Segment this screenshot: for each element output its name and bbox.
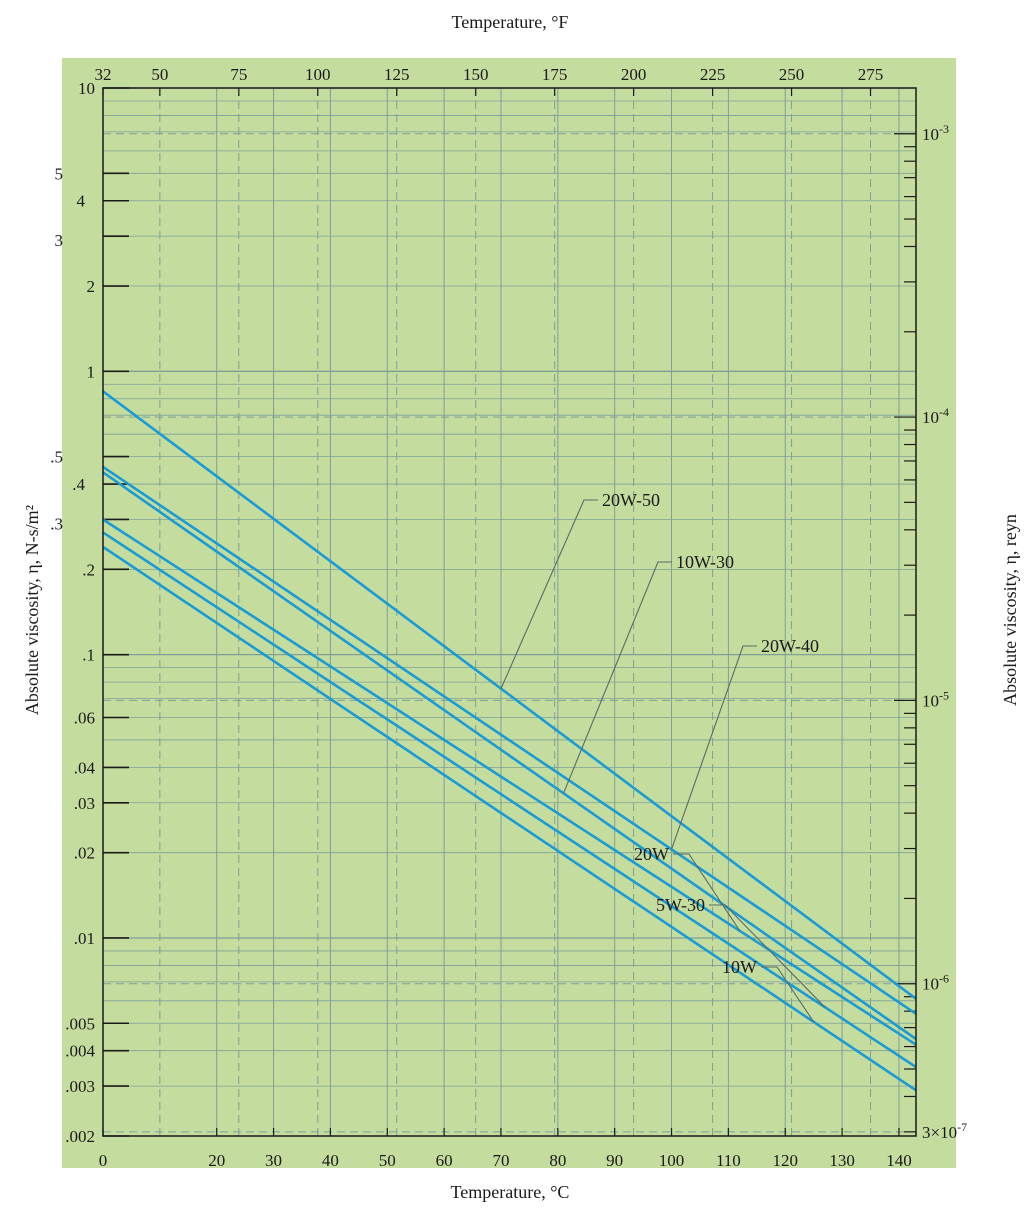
y2-tick-label: 10-4	[922, 405, 949, 427]
y-tick-label: .2	[82, 560, 95, 579]
y-tick-label: .03	[74, 794, 95, 813]
y2-tick-label: 10-5	[922, 688, 949, 710]
series-label-5w-30: 5W-30	[656, 895, 705, 915]
x2-tick-label: 50	[151, 65, 168, 84]
y-tick-label: 1	[87, 362, 96, 381]
series-line-20w-40	[102, 465, 917, 1015]
chart-background	[62, 58, 956, 1168]
y-tick-label: .002	[65, 1127, 95, 1146]
x-tick-label: 50	[379, 1151, 396, 1170]
series-layer	[102, 390, 917, 1092]
y-tick-label: .3	[50, 514, 63, 533]
x-tick-label: 100	[659, 1151, 685, 1170]
top-axis-title: Temperature, °F	[452, 12, 569, 32]
x2-tick-label: 32	[95, 65, 112, 84]
series-line-10w	[102, 545, 917, 1092]
series-label-20w: 20W	[634, 844, 669, 864]
x-tick-label: 110	[716, 1151, 741, 1170]
label-leader-10w	[761, 966, 815, 1023]
label-leader-10w-30	[563, 561, 672, 794]
label-leaders	[500, 499, 826, 1023]
x-tick-label: 120	[772, 1151, 798, 1170]
x2-tick-label: 175	[542, 65, 568, 84]
x2-tick-label: 250	[779, 65, 805, 84]
x2-tick-label: 200	[621, 65, 647, 84]
x-tick-label: 80	[549, 1151, 566, 1170]
x2-tick-label: 100	[305, 65, 331, 84]
y-tick-label: .02	[74, 844, 95, 863]
y-tick-label: .005	[65, 1014, 95, 1033]
x2-tick-label: 275	[858, 65, 884, 84]
y-tick-label: 4	[77, 192, 86, 211]
x-tick-label: 90	[606, 1151, 623, 1170]
series-label-10w-30: 10W-30	[676, 552, 734, 572]
bottom-axis-title: Temperature, °C	[451, 1182, 570, 1202]
x2-tick-label: 150	[463, 65, 489, 84]
x-tick-label: 20	[208, 1151, 225, 1170]
series-line-5w-30	[102, 531, 917, 1069]
plot-frame	[102, 87, 917, 1137]
label-leader-20w-50	[500, 499, 598, 689]
y-tick-label: 3	[55, 231, 64, 250]
series-label-10w: 10W	[722, 957, 757, 977]
series-line-20w-50	[102, 390, 917, 1000]
y-tick-label: .04	[74, 758, 96, 777]
y2-tick-label: 10-3	[922, 122, 949, 144]
x2-tick-label: 75	[230, 65, 247, 84]
y2-tick-label: 3×10-7	[922, 1120, 967, 1142]
x-tick-label: 40	[322, 1151, 339, 1170]
x-tick-label: 0	[99, 1151, 108, 1170]
y-tick-label: 5	[55, 164, 64, 183]
series-label-20w-50: 20W-50	[602, 490, 660, 510]
y-tick-label: 10	[78, 79, 95, 98]
x-tick-label: 130	[829, 1151, 855, 1170]
series-line-10w-30	[102, 471, 917, 1041]
y-tick-label: .01	[74, 929, 95, 948]
series-labels: 20W-50 20W-40 10W-30 20W 5W-30 10W	[602, 490, 819, 977]
y-tick-label: .06	[74, 708, 95, 727]
right-axis-title: Absolute viscosity, η, reyn	[1000, 514, 1020, 706]
y-tick-label: .4	[72, 475, 85, 494]
x2-tick-label: 125	[384, 65, 410, 84]
label-leader-20w-40	[671, 645, 757, 850]
y-tick-label: .003	[65, 1077, 95, 1096]
x2-tick-label: 225	[700, 65, 726, 84]
label-leader-5w-30	[709, 904, 826, 1008]
y-tick-label: .1	[82, 646, 95, 665]
y-tick-label: 2	[87, 277, 96, 296]
x-tick-label: 140	[886, 1151, 912, 1170]
y-tick-label: .5	[50, 448, 63, 467]
x-tick-label: 70	[492, 1151, 509, 1170]
y-tick-label: .004	[65, 1042, 95, 1061]
x-tick-label: 60	[436, 1151, 453, 1170]
y2-tick-label: 10-6	[922, 972, 949, 994]
x-tick-label: 30	[265, 1151, 282, 1170]
series-label-20w-40: 20W-40	[761, 636, 819, 656]
left-axis-title: Absolute viscosity, η, N-s/m²	[22, 505, 42, 715]
series-line-20w	[102, 518, 917, 1046]
